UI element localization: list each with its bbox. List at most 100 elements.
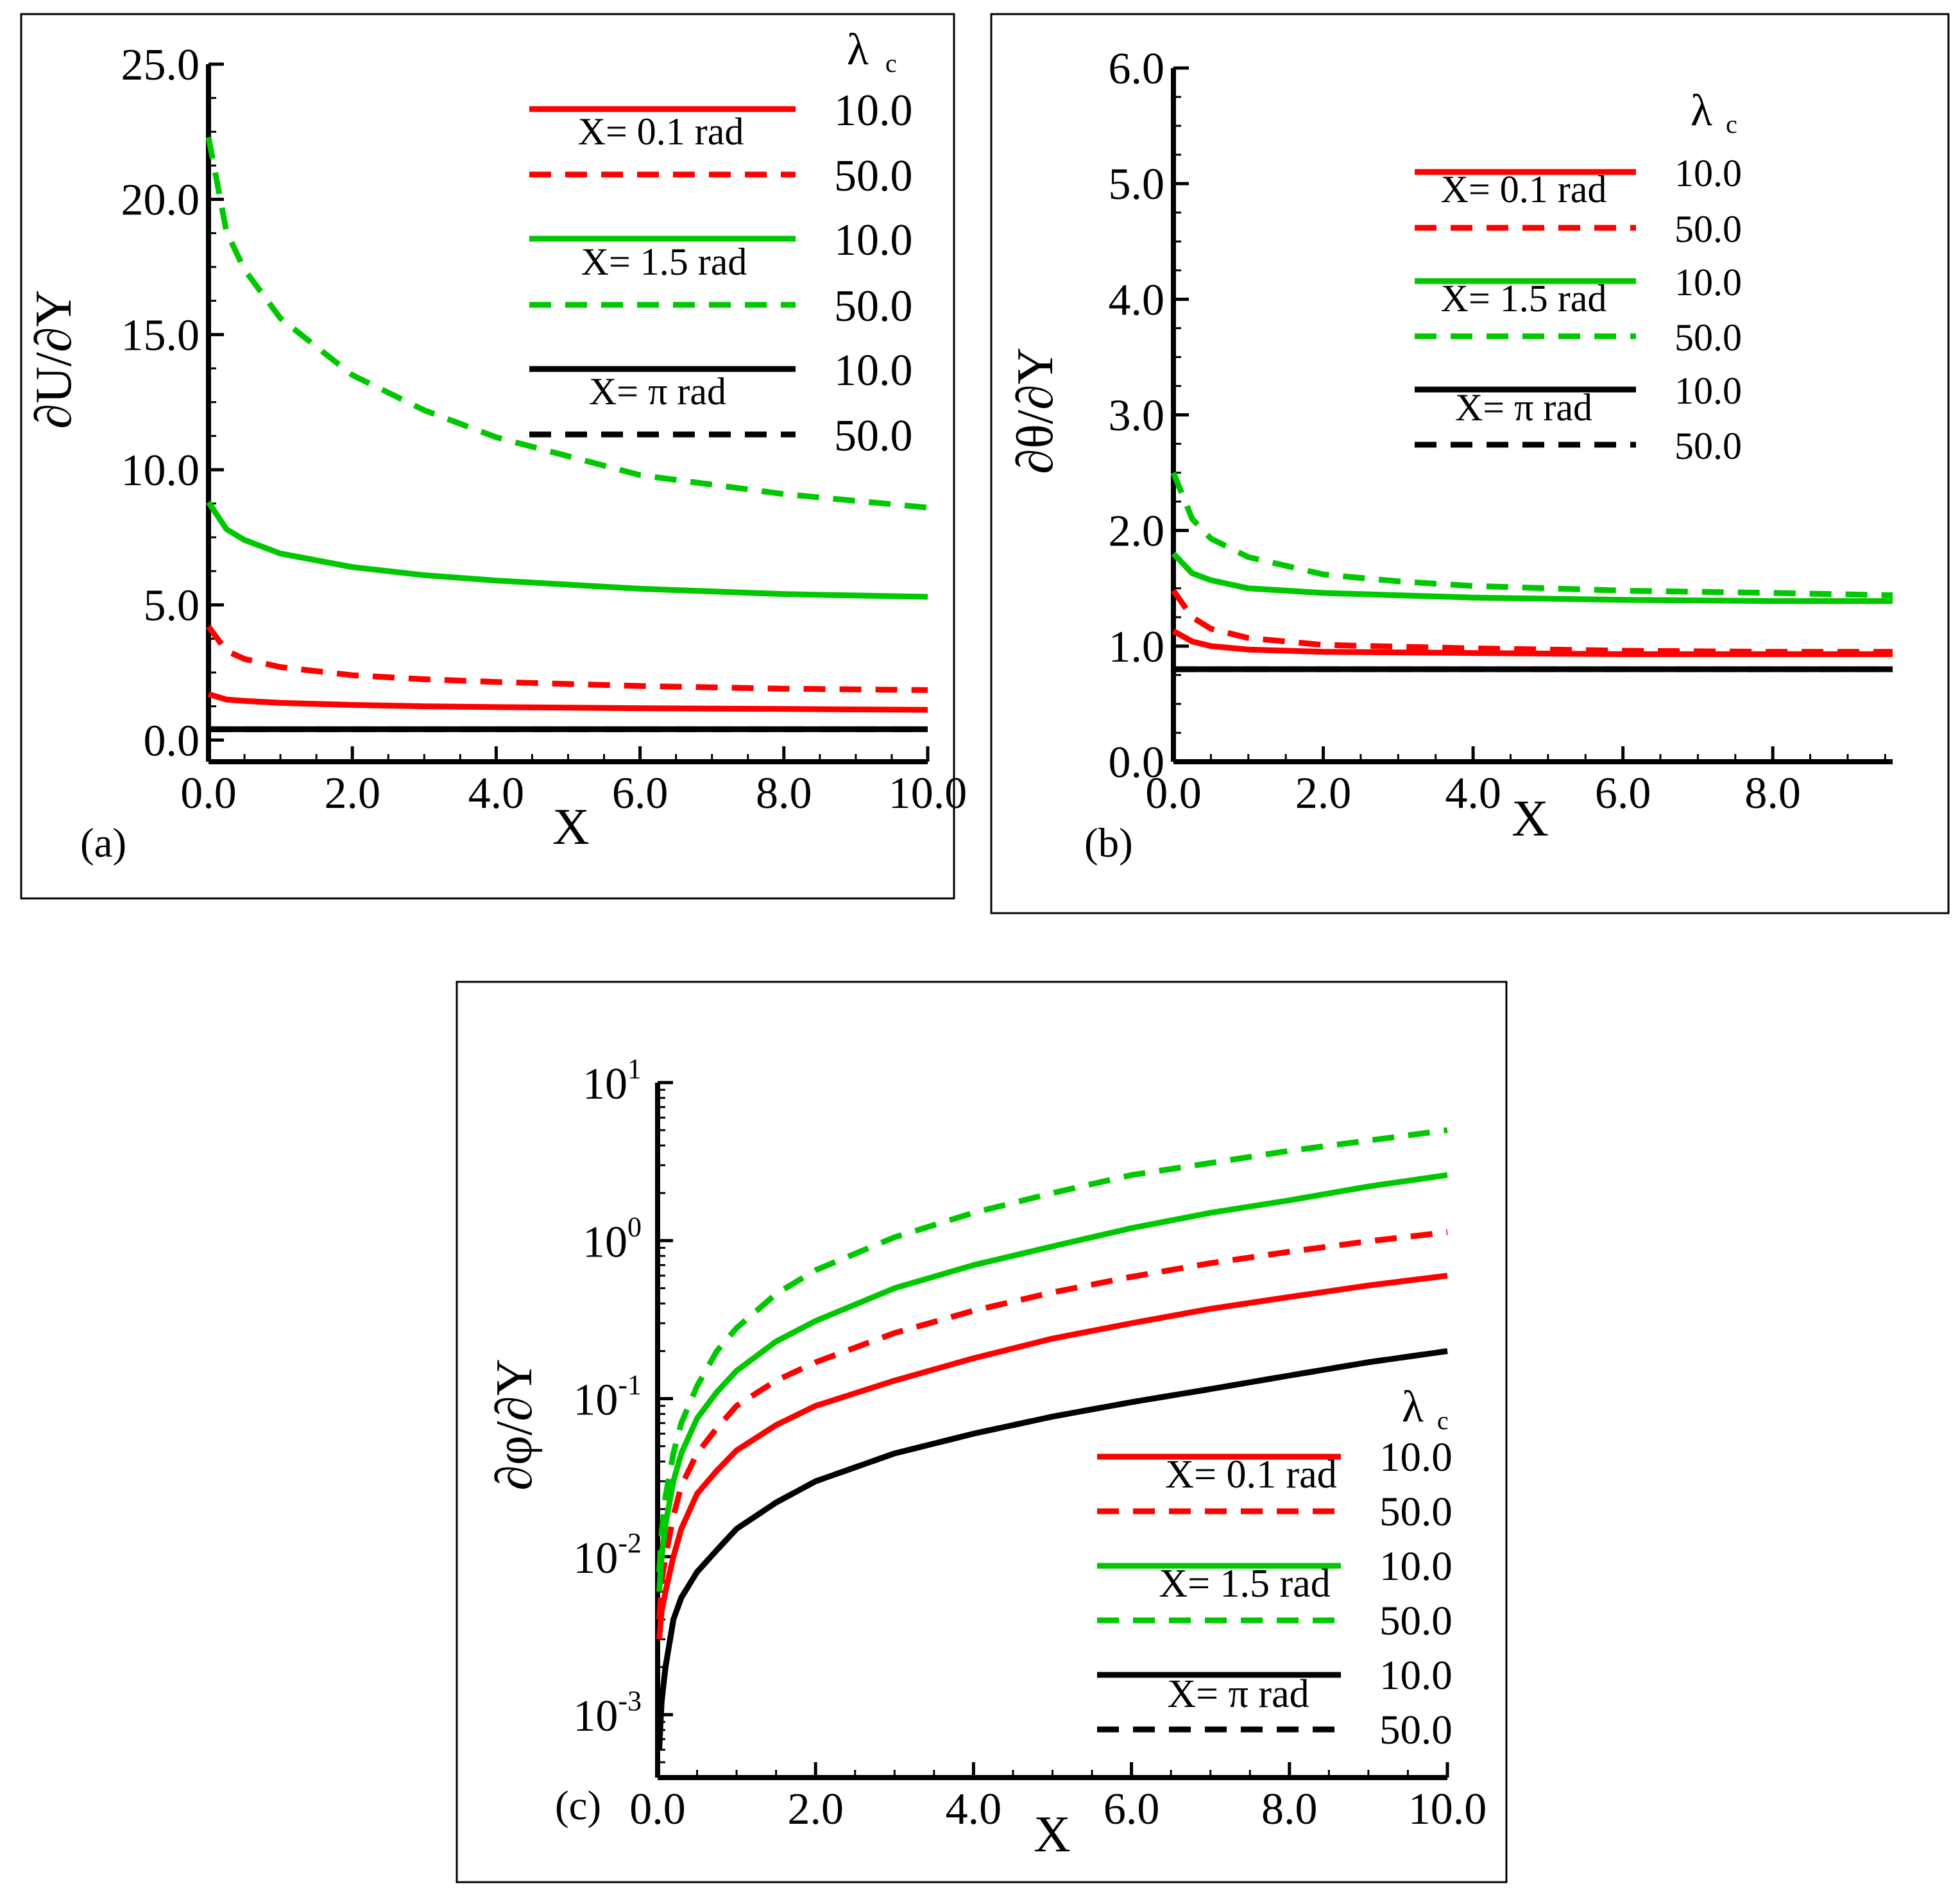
legend-value: 50.0 [834,151,913,201]
x-tick-label: 6.0 [612,769,669,818]
series-line-2 [1171,588,1893,655]
y-tick-label: 0.0 [1109,738,1165,787]
legend-group-label: X= π rad [1455,386,1592,429]
panel-frame [990,13,1950,914]
legend-value: 10.0 [834,346,913,395]
y-tick-label: 25.0 [121,40,200,90]
legend-value: 10.0 [1675,370,1742,412]
legend-group-label: X= 1.5 rad [1159,1562,1330,1606]
legend-value: 10.0 [834,216,913,265]
legend-value: 50.0 [1379,1489,1453,1535]
x-tick-label: 0.0 [629,1785,686,1834]
y-tick-base: 10 [583,1059,627,1109]
y-tick-base: 10 [573,1692,618,1741]
legend-value: 50.0 [1675,425,1742,467]
legend-value: 10.0 [1379,1652,1453,1699]
y-tick-exponent: -3 [618,1685,642,1717]
x-tick-label: 0.0 [180,769,237,818]
y-axis-label: ∂θ/∂Y [1007,347,1064,474]
y-tick-label: 0.0 [144,716,200,766]
x-tick-label: 4.0 [1445,769,1501,818]
y-tick-base: 10 [573,1534,618,1583]
series-line-6 [656,1348,1448,1750]
chart-panel-3: 0.0 2.0 4.0 6.0 8.0 10.010-310-210-1100101X∂φ… [456,981,1508,1883]
x-tick-label: 6.0 [1595,769,1651,818]
y-tick-label: 10-3 [573,1685,642,1741]
legend-title-subscript: c [1437,1406,1449,1435]
y-axis-label: ∂φ/∂Y [486,1359,543,1490]
series-line-3 [656,1172,1448,1592]
legend-title-lambda: λ [1402,1382,1424,1432]
legend-group-label: X= 1.5 rad [1441,277,1607,320]
x-tick-label: 6.0 [1104,1785,1160,1834]
panel-label: (c) [555,1783,601,1829]
y-tick-label: 10.0 [121,446,200,495]
legend-value: 50.0 [1675,208,1742,250]
y-tick-base: 10 [573,1376,618,1425]
y-tick-label: 10-2 [573,1527,642,1583]
legend-title-lambda: λ [847,25,869,74]
y-tick-label: 10-1 [573,1369,642,1425]
x-axis-label: X [552,799,590,855]
legend-value: 10.0 [1379,1543,1453,1590]
x-tick-label: 4.0 [946,1785,1002,1834]
panel-label: (a) [80,820,126,866]
legend-value: 10.0 [1675,152,1742,194]
x-tick-label: 2.0 [787,1785,844,1834]
series-line-1 [1172,628,1893,657]
y-tick-label: 2.0 [1109,507,1165,556]
x-tick-label: 10.0 [889,769,967,818]
y-tick-label: 4.0 [1109,275,1165,325]
x-axis-label: X [1512,791,1549,847]
legend-value: 50.0 [1379,1598,1453,1644]
y-tick-base: 10 [583,1217,627,1267]
legend-group-label: X= π rad [1167,1672,1309,1716]
panel-label: (b) [1084,820,1133,866]
series-line-2 [656,1229,1448,1620]
series-line-1 [207,691,928,713]
y-tick-label: 5.0 [1109,160,1165,209]
series-line-5 [656,1348,1448,1750]
legend-value: 10.0 [834,86,913,135]
x-axis-label: X [1034,1806,1071,1863]
y-tick-label: 3.0 [1109,391,1165,441]
x-tick-label: 8.0 [756,769,812,818]
legend-value: 50.0 [1379,1707,1453,1753]
y-tick-exponent: -1 [618,1369,642,1401]
panel-frame [20,13,955,900]
x-tick-label: 8.0 [1744,769,1801,818]
legend-value: 50.0 [1675,316,1742,359]
y-tick-label: 20.0 [121,176,200,225]
x-tick-label: 2.0 [1295,769,1352,818]
panel-frame [456,981,1508,1883]
x-tick-label: 2.0 [324,769,380,818]
legend-value: 50.0 [834,411,913,461]
y-axis-label: ∂U/∂Y [26,290,82,429]
legend-value: 10.0 [1675,261,1742,304]
legend-group-label: X= 1.5 rad [581,241,747,283]
series-line-1 [656,1273,1448,1640]
y-tick-label: 1.0 [1109,622,1165,672]
y-tick-exponent: 0 [627,1211,642,1242]
series-line-3 [206,501,928,600]
x-tick-label: 0.0 [1145,769,1202,818]
legend-title-subscript: c [1726,110,1737,139]
y-tick-label: 100 [583,1211,642,1267]
y-tick-exponent: 1 [627,1053,642,1085]
chart-panel-1: 0.0 2.0 4.0 6.0 8.0 10.0 0.0 5.0 10.0 15.0 20.0 25.… [20,13,967,900]
x-tick-label: 8.0 [1261,1785,1318,1834]
legend-value: 10.0 [1379,1434,1453,1480]
legend-group-label: X= 0.1 rad [578,110,744,153]
y-tick-label: 5.0 [144,581,200,631]
series-line-4 [205,136,928,511]
chart-panel-2: 0.0 2.0 4.0 6.0 8.0 0.0 1.0 2.0 3.0 4.0 5.0 6.0 X ∂θ/… [990,13,1950,914]
y-tick-label: 6.0 [1109,44,1165,94]
x-tick-label: 4.0 [468,769,525,818]
legend-title-subscript: c [885,49,897,78]
y-tick-exponent: -2 [618,1527,642,1559]
x-tick-label: 10.0 [1408,1785,1487,1834]
series-line-4 [1170,471,1893,599]
y-tick-label: 101 [583,1053,642,1109]
series-line-4 [656,1127,1448,1572]
